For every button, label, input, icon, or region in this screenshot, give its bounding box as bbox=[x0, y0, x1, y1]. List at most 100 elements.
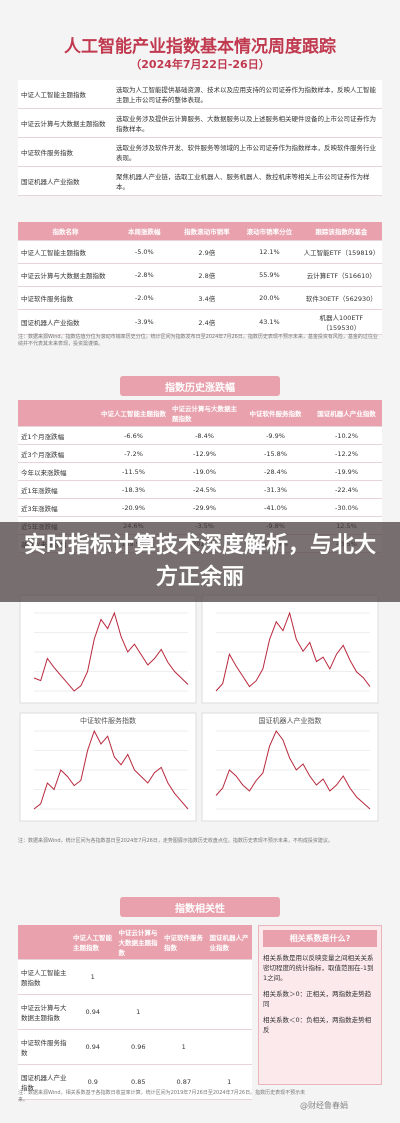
chart-title: 中证软件服务指数 bbox=[80, 716, 136, 725]
cell: -29.9% bbox=[169, 499, 240, 517]
line bbox=[33, 729, 189, 810]
row-label: 中证云计算与大数据主题指数 bbox=[18, 995, 70, 1030]
explainer-point: 相关系数＜0：负相关，两指数走势相反 bbox=[263, 1016, 372, 1034]
cell: -19.9% bbox=[311, 463, 382, 481]
header-cell: 指数名称 bbox=[18, 222, 113, 241]
header-cell: 指数滚动市销率 bbox=[175, 222, 239, 241]
charts: 中证软件服务指数 国证机器人产业指数 bbox=[19, 594, 379, 822]
header-cell: 中证人工智能主题指数 bbox=[98, 400, 169, 427]
cell: 1 bbox=[70, 960, 116, 995]
cell: 中证云计算与大数据主题指数 bbox=[18, 264, 113, 287]
row-label: 国证机器人产业指数 bbox=[18, 1065, 70, 1100]
cell: -11.5% bbox=[98, 463, 169, 481]
cell: 0.94 bbox=[70, 995, 116, 1030]
cell: -10.2% bbox=[311, 427, 382, 445]
cell: 中证软件服务指数 bbox=[18, 287, 113, 310]
chart-frame bbox=[19, 712, 197, 822]
cell: 选取业务涉及提供云计算服务、大数据服务以及上述服务相关硬件设备的上市公司证券作为… bbox=[113, 109, 382, 138]
section-title: 指数历史涨跌幅 bbox=[120, 376, 280, 396]
note: 注：数据来源Wind，统计区间为各指数基日至2024年7月26日，走势图展示指数… bbox=[18, 838, 333, 844]
header-cell bbox=[18, 925, 70, 960]
header-cell: 国证机器人产业指数 bbox=[206, 925, 252, 960]
cell: 0.85 bbox=[115, 1065, 161, 1100]
cell: -22.4% bbox=[311, 481, 382, 499]
cell bbox=[161, 995, 207, 1030]
header-cell: 本周涨跌幅 bbox=[113, 222, 176, 241]
cell bbox=[115, 960, 161, 995]
line bbox=[33, 611, 189, 692]
title: 人工智能产业指数基本情况周度跟踪 bbox=[64, 37, 336, 57]
cell: 20.0% bbox=[238, 287, 301, 310]
cell: 软件30ETF（562930） bbox=[300, 287, 382, 310]
cell: -2.0% bbox=[113, 287, 176, 310]
row-label: 今年以来涨跌幅 bbox=[18, 463, 98, 481]
header-cell: 中证人工智能主题指数 bbox=[70, 925, 116, 960]
cell: -6.6% bbox=[98, 427, 169, 445]
history-table: 中证人工智能主题指数 中证云计算与大数据主题指数 中证软件服务指数 国证机器人产业指数… bbox=[18, 400, 382, 553]
cell: -24.5% bbox=[169, 481, 240, 499]
cell: -28.4% bbox=[240, 463, 311, 481]
header-cell: 中证软件服务指数 bbox=[240, 400, 311, 427]
cell: 选取为人工智能提供基础资源、技术以及应用支持的公司证券作为指数样本，反映人工智能… bbox=[113, 80, 382, 109]
row-label: 近1个月涨跌幅 bbox=[18, 427, 98, 445]
header-cell: 中证云计算与大数据主题指数 bbox=[115, 925, 161, 960]
header-cell: 国证机器人产业指数 bbox=[311, 400, 382, 427]
cell: 0.96 bbox=[115, 1030, 161, 1065]
cell: 3.4倍 bbox=[175, 287, 239, 310]
cell: 55.9% bbox=[238, 264, 301, 287]
header-cell: 中证云计算与大数据主题指数 bbox=[169, 400, 240, 427]
explainer-text: 相关系数是用以反映变量之间相关关系密切程度的统计指标，取值范围在-1到1之间。 bbox=[263, 954, 374, 982]
cell: 机器人100ETF（159530） bbox=[300, 310, 382, 335]
cell: -31.3% bbox=[240, 481, 311, 499]
cell: -12.2% bbox=[311, 445, 382, 463]
cell: 1 bbox=[115, 995, 161, 1030]
cell: 2.8倍 bbox=[175, 264, 239, 287]
cell: -41.0% bbox=[240, 499, 311, 517]
header-cell: 滚动市销率分位 bbox=[238, 222, 301, 241]
row-label: 近3个月涨跌幅 bbox=[18, 445, 98, 463]
note: 注：数据来源Wind，指数估值分位为滚动市销率历史分位，统计区间为指数发布日至2… bbox=[18, 334, 378, 347]
chart-title: 国证机器人产业指数 bbox=[259, 716, 322, 725]
cell: -8.4% bbox=[169, 427, 240, 445]
cell: -3.9% bbox=[113, 310, 176, 335]
footer: 注：数据来源Wind，相关系数基于各指数日收益率计算，统计区间为2019年7月2… bbox=[18, 1090, 306, 1103]
summary-table: 指数名称 本周涨跌幅 指数滚动市销率 滚动市销率分位 跟踪该指数的基金 中证人工智能主题指… bbox=[18, 222, 382, 335]
cell: -5.0% bbox=[113, 241, 176, 264]
cell: 0.94 bbox=[70, 1030, 116, 1065]
correlation-table: 中证人工智能主题指数 中证云计算与大数据主题指数 中证软件服务指数 国证机器人产业指数… bbox=[18, 925, 252, 1100]
explainer: 相关系数是什么? 相关系数是用以反映变量之间相关关系密切程度的统计指标，取值范围… bbox=[258, 925, 382, 1085]
cell: -30.0% bbox=[311, 499, 382, 517]
explainer-title: 相关系数是什么? bbox=[263, 930, 377, 947]
cell: -20.9% bbox=[98, 499, 169, 517]
header-cell: 中证软件服务指数 bbox=[161, 925, 207, 960]
cell: 聚焦机器人产业链，选取工业机器人、服务机器人、数控机床等相关上市公司证券作为样本… bbox=[113, 167, 382, 196]
cell: -19.0% bbox=[169, 463, 240, 481]
header-cell bbox=[18, 400, 98, 427]
cell: -18.3% bbox=[98, 481, 169, 499]
subtitle: （2024年7月22日-26日） bbox=[130, 58, 270, 71]
row-label: 近1年涨跌幅 bbox=[18, 481, 98, 499]
chart-frame bbox=[201, 594, 379, 704]
line bbox=[215, 611, 371, 692]
cell: -2.8% bbox=[113, 264, 176, 287]
row-label: 中证软件服务指数 bbox=[18, 1030, 70, 1065]
row-label: 中证人工智能主题指数 bbox=[18, 960, 70, 995]
cell: 国证机器人产业指数 bbox=[18, 310, 113, 335]
banner: 实时指标计算技术深度解析，与北大方正余丽 bbox=[0, 522, 400, 602]
cell: -12.9% bbox=[169, 445, 240, 463]
section-title: 指数相关性 bbox=[120, 897, 280, 917]
cell bbox=[206, 995, 252, 1030]
intro-table: 中证人工智能主题指数 选取为人工智能提供基础资源、技术以及应用支持的公司证券作为指… bbox=[18, 80, 382, 196]
watermark: @财经鲁春娟 bbox=[300, 1101, 348, 1110]
row-label: 中证云计算与大数据主题指数 bbox=[18, 109, 113, 138]
cell bbox=[206, 1030, 252, 1065]
cell: -7.2% bbox=[98, 445, 169, 463]
cell: 人工智能ETF（159819） bbox=[300, 241, 382, 264]
explainer-point: 相关系数＞0：正相关，两指数走势趋同 bbox=[263, 990, 372, 1008]
chart-frame bbox=[19, 594, 197, 704]
cell: 0.9 bbox=[70, 1065, 116, 1100]
cell: 选取业务涉及软件开发、软件服务等领域的上市公司证券作为指数样本，反映软件服务行业… bbox=[113, 138, 382, 167]
chart-frame bbox=[201, 712, 379, 822]
cell: 1 bbox=[161, 1030, 207, 1065]
